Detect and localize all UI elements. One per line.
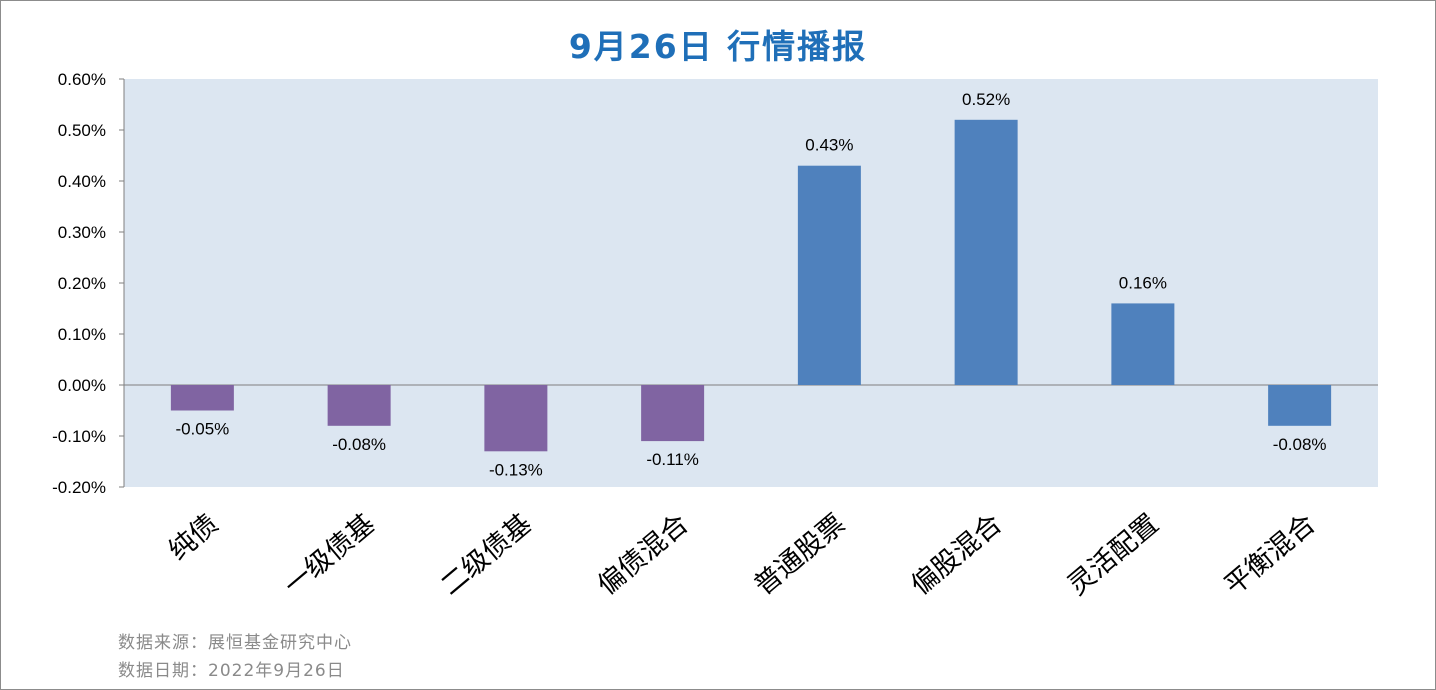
y-tick-label: -0.20% — [52, 478, 106, 497]
bar — [797, 165, 861, 385]
y-tick-label: 0.10% — [58, 325, 106, 344]
y-tick-label: 0.00% — [58, 376, 106, 395]
x-tick-label: 灵活配置 — [1062, 508, 1165, 601]
y-tick-label: 0.50% — [58, 121, 106, 140]
x-tick-label: 偏股混合 — [905, 508, 1008, 601]
data-label: -0.08% — [332, 435, 386, 454]
bar — [954, 119, 1018, 386]
x-tick-label: 一级债基 — [278, 508, 381, 601]
bar — [484, 385, 548, 452]
x-tick-label: 二级债基 — [435, 508, 538, 601]
data-labels: -0.05% -0.08% -0.13% -0.11% 0.43% 0.52% 0.16% -… — [175, 90, 1327, 479]
x-tick-label: 纯债 — [163, 508, 224, 566]
data-label: 0.52% — [962, 90, 1010, 109]
y-tick-label: 0.20% — [58, 274, 106, 293]
x-axis-labels: 纯债 一级债基 二级债基 偏债混合 普通股票 偏股混合 灵活配置 平衡混合 — [163, 508, 1322, 601]
bar — [641, 385, 705, 442]
y-tick-label: 0.40% — [58, 172, 106, 191]
x-tick-label: 平衡混合 — [1219, 508, 1322, 601]
bar — [327, 385, 391, 426]
data-source-note: 数据来源：展恒基金研究中心 — [118, 633, 352, 653]
bar — [1111, 303, 1175, 385]
data-label: -0.11% — [646, 450, 699, 469]
data-label: -0.05% — [175, 420, 229, 439]
data-label: -0.13% — [489, 460, 543, 479]
plot-area — [124, 79, 1378, 487]
data-label: -0.08% — [1273, 435, 1327, 454]
bars — [170, 119, 1332, 452]
x-tick-label: 偏债混合 — [592, 508, 695, 601]
data-date-note: 数据日期：2022年9月26日 — [118, 661, 345, 681]
y-tick-label: 0.30% — [58, 223, 106, 242]
y-tick-label: -0.10% — [52, 427, 106, 446]
data-label: 0.16% — [1119, 273, 1167, 292]
x-tick-label: 普通股票 — [749, 508, 852, 601]
bar — [1268, 385, 1332, 426]
chart-title: 9月26日 行情播报 — [568, 27, 868, 66]
data-label: 0.43% — [805, 136, 853, 155]
bar — [170, 385, 234, 411]
y-tick-label: 0.60% — [58, 70, 106, 89]
